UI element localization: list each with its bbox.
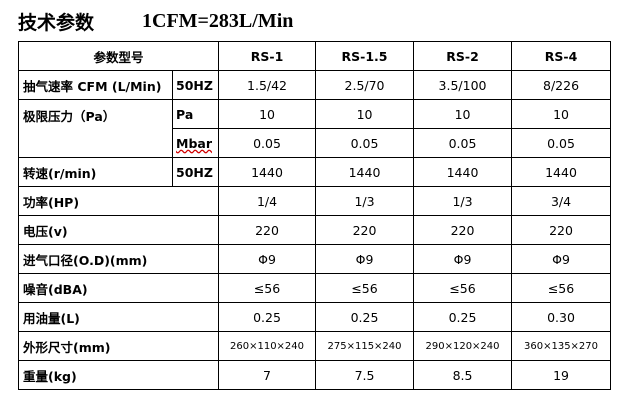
value: 0.05 [413, 128, 513, 158]
row: 外形尺寸(mm) 260×110×240 275×115×240 290×120×24… [17, 331, 612, 361]
row-label: 功率(HP) [17, 186, 220, 216]
note: 1CFM=283L/Min [142, 9, 294, 32]
value: 0.25 [413, 302, 513, 332]
value: 1440 [218, 157, 317, 187]
title: 技术参数 [18, 11, 95, 34]
value: 0.25 [218, 302, 317, 332]
row: 噪音(dBA) ≤56 ≤56 ≤56 ≤56 [17, 273, 612, 303]
header-cell: RS-4 [511, 41, 612, 71]
value: 19 [511, 360, 612, 390]
value: Φ9 [315, 244, 415, 274]
row-label: 抽气速率 CFM (L/Min) [18, 70, 173, 100]
value: 0.30 [511, 302, 612, 332]
value: 7.5 [315, 360, 415, 390]
row: 功率(HP) 1/4 1/3 1/3 3/4 [17, 186, 612, 216]
value: Φ9 [218, 244, 317, 274]
value: 360×135×270 [511, 331, 612, 361]
row-label: 重量(kg) [17, 360, 220, 390]
value: ≤56 [511, 273, 612, 303]
value: Φ9 [511, 244, 612, 274]
row: 重量(kg) 7 7.5 8.5 19 [17, 360, 612, 390]
value: 10 [511, 99, 612, 129]
row-label: 进气口径(O.D)(mm) [17, 244, 220, 274]
row: 电压(v) 220 220 220 220 [17, 215, 612, 245]
value: 290×120×240 [413, 331, 513, 361]
value: 10 [315, 99, 415, 129]
header-cell: RS-2 [413, 41, 513, 71]
value: ≤56 [413, 273, 513, 303]
value: 1/3 [315, 186, 415, 216]
row: 进气口径(O.D)(mm) Φ9 Φ9 Φ9 Φ9 [17, 244, 612, 274]
spec-table: 参数型号 RS-1 RS-1.5 RS-2 RS-4 抽气速率 CFM (L/Min) 50… [17, 41, 612, 390]
value: ≤56 [218, 273, 317, 303]
value: 1/3 [413, 186, 513, 216]
unit: Mbar [171, 128, 220, 158]
row: 抽气速率 CFM (L/Min) 50HZ 1.5/42 2.5/70 3.5/100 8… [18, 70, 612, 100]
value: 0.05 [218, 128, 317, 158]
value: 8.5 [413, 360, 513, 390]
header: 技术参数 1CFM=283L/Min [18, 6, 293, 36]
row-label: 电压(v) [17, 215, 220, 245]
value: 220 [413, 215, 513, 245]
header-row: 参数型号 RS-1 RS-1.5 RS-2 RS-4 [17, 41, 612, 71]
value: 220 [511, 215, 612, 245]
row-label: 噪音(dBA) [17, 273, 220, 303]
row-label: 外形尺寸(mm) [17, 331, 220, 361]
value: 10 [413, 99, 513, 129]
row-label: 用油量(L) [17, 302, 220, 332]
header-cell: 参数型号 [17, 41, 220, 71]
header-cell: RS-1 [218, 41, 317, 71]
value: 0.25 [315, 302, 415, 332]
value: 220 [315, 215, 415, 245]
value: 3.5/100 [413, 70, 513, 100]
value: 260×110×240 [218, 331, 317, 361]
value: 220 [218, 215, 317, 245]
value: 3/4 [511, 186, 612, 216]
value: ≤56 [315, 273, 415, 303]
value: Φ9 [413, 244, 513, 274]
row: 转速(r/min) 50HZ 1440 1440 1440 1440 [18, 157, 612, 187]
row: 用油量(L) 0.25 0.25 0.25 0.30 [17, 302, 612, 332]
value: 275×115×240 [315, 331, 415, 361]
unit: 50HZ [171, 157, 220, 187]
value: 2.5/70 [315, 70, 415, 100]
row-label: 极限压力（Pa） [18, 99, 173, 158]
value: 0.05 [315, 128, 415, 158]
unit: Pa [171, 99, 220, 129]
value: 0.05 [511, 128, 612, 158]
value: 1440 [413, 157, 513, 187]
unit: 50HZ [171, 70, 220, 100]
value: 1.5/42 [218, 70, 317, 100]
value: 1/4 [218, 186, 317, 216]
value: 8/226 [511, 70, 612, 100]
value: 10 [218, 99, 317, 129]
row-label: 转速(r/min) [18, 157, 173, 187]
row: 极限压力（Pa） Pa 10 10 10 10 [18, 99, 612, 158]
value: 1440 [511, 157, 612, 187]
value: 1440 [315, 157, 415, 187]
row: Mbar 0.05 0.05 0.05 0.05 [19, 128, 612, 158]
header-cell: RS-1.5 [315, 41, 415, 71]
value: 7 [218, 360, 317, 390]
